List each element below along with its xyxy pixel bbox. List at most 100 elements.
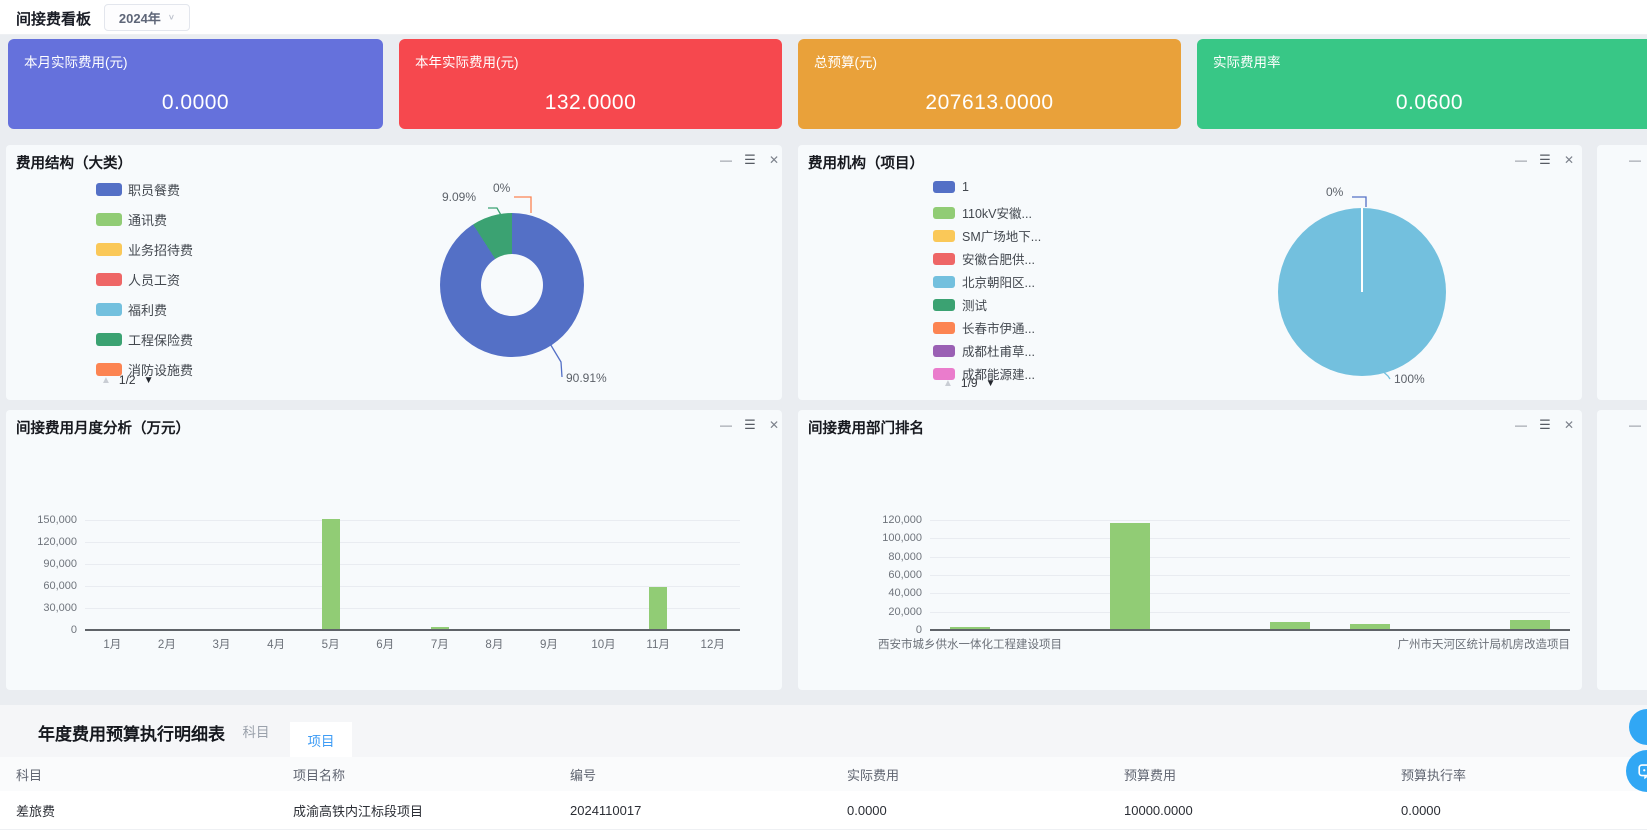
y-axis-tick: 0 [915, 624, 922, 636]
table-header-row: 科目 项目名称 编号 实际费用 预算费用 预算执行率 [0, 757, 1647, 792]
bar[interactable] [1110, 522, 1150, 629]
legend-swatch [96, 303, 122, 316]
pager-down-icon[interactable]: ▼ [143, 374, 154, 386]
legend-swatch [96, 243, 122, 256]
legend-item[interactable]: 长春市伊通... [933, 318, 1035, 337]
pie-label: 90.91% [566, 371, 607, 385]
menu-icon[interactable]: ☰ [1539, 417, 1551, 432]
y-axis-tick: 30,000 [43, 602, 77, 614]
legend-swatch [96, 333, 122, 346]
legend-label: 工程保险费 [128, 333, 194, 348]
panel-cost-structure: 费用结构（大类） — ☰ ✕ ▲ 1/2 ▼ 9.09% 0% 90.91% 职… [6, 145, 782, 400]
kpi-value: 0.0600 [1395, 91, 1464, 114]
legend-label: 福利费 [128, 303, 168, 318]
minimize-icon[interactable]: — [720, 153, 732, 167]
x-axis-label: 4月 [267, 639, 285, 651]
legend-swatch [933, 367, 955, 380]
legend-swatch [933, 321, 955, 334]
kpi-value: 207613.0000 [925, 91, 1054, 114]
x-axis-label: 12月 [700, 639, 725, 651]
x-axis-label: 广州市天河区统计局机房改造项目 [1397, 639, 1571, 651]
legend-item[interactable]: SM广场地下... [933, 226, 1041, 245]
minimize-icon[interactable]: — [1515, 153, 1527, 167]
kpi-label: 本年实际费用(元) [415, 55, 519, 70]
panel-title: 费用机构（项目） [808, 156, 924, 172]
panel-cost-org: 费用机构（项目） — ☰ ✕ ▲ 1/9 ▼ 0% 100% 1 110kV安徽.… [798, 145, 1582, 400]
kpi-value: 0.0000 [161, 91, 230, 114]
legend-item[interactable]: 职员餐费 [96, 180, 180, 199]
section-title: 年度费用预算执行明细表 [38, 725, 225, 744]
pager-up-icon[interactable]: ▲ [101, 374, 111, 386]
pie-label: 0% [1326, 185, 1344, 199]
legend-item[interactable]: 成都能源建... [933, 364, 1035, 383]
gridline [85, 586, 740, 587]
col-number: 编号 [570, 767, 597, 783]
cell-project-name: 成渝高铁内江标段项目 [293, 803, 424, 819]
pie-label: 100% [1394, 372, 1425, 386]
legend-item[interactable]: 人员工资 [96, 270, 180, 289]
legend-item[interactable]: 通讯费 [96, 210, 167, 229]
legend-item[interactable]: 工程保险费 [96, 330, 193, 349]
x-axis-label: 西安市城乡供水一体化工程建设项目 [878, 639, 1062, 651]
y-axis-tick: 90,000 [43, 558, 77, 570]
fab-chat-button[interactable] [1626, 750, 1647, 792]
gridline [930, 593, 1570, 595]
bar[interactable] [430, 627, 449, 629]
minimize-icon[interactable]: — [1515, 418, 1527, 432]
col-budget-rate: 预算执行率 [1401, 767, 1467, 783]
x-axis-label: 6月 [376, 639, 395, 651]
menu-icon[interactable]: ☰ [1539, 152, 1551, 167]
y-axis-tick: 60,000 [43, 580, 77, 592]
legend-label: 业务招待费 [128, 243, 194, 258]
legend-item[interactable]: 测试 [933, 295, 987, 314]
tab-project[interactable]: 项目 [290, 722, 352, 758]
legend-label: 安徽合肥供... [962, 253, 1035, 267]
x-axis-line [85, 629, 740, 631]
menu-icon[interactable]: ☰ [744, 152, 756, 167]
bar[interactable] [321, 519, 340, 629]
legend-item[interactable]: 1 [933, 180, 969, 194]
close-icon[interactable]: ✕ [768, 153, 780, 167]
bar[interactable] [950, 627, 990, 629]
legend-item[interactable]: 消防设施费 [96, 360, 193, 379]
pager-up-icon[interactable]: ▲ [943, 377, 953, 389]
fab-top-button[interactable] [1629, 709, 1647, 745]
donut-hole [481, 254, 543, 316]
legend-swatch [933, 275, 955, 288]
legend-item[interactable]: 安徽合肥供... [933, 249, 1035, 268]
legend-label: 通讯费 [128, 213, 168, 228]
pager-down-icon[interactable]: ▼ [985, 377, 996, 389]
chat-robot-icon [1638, 764, 1647, 780]
kpi-card-year-actual: 本年实际费用(元) 132.0000 [399, 39, 782, 129]
minimize-icon[interactable]: — [720, 418, 732, 432]
cell-actual-cost: 0.0000 [847, 802, 887, 818]
menu-icon[interactable]: ☰ [744, 417, 756, 432]
bar[interactable] [1510, 620, 1550, 629]
bar[interactable] [1350, 623, 1390, 629]
year-select[interactable]: 2024年 ∨ [104, 4, 190, 31]
legend-item[interactable]: 110kV安徽... [933, 203, 1032, 222]
legend-label: 消防设施费 [128, 363, 194, 378]
minimize-icon[interactable]: — [1629, 418, 1641, 432]
close-icon[interactable]: ✕ [768, 418, 780, 432]
minimize-icon[interactable]: — [1629, 153, 1641, 167]
y-axis-tick: 100,000 [882, 532, 922, 545]
bar[interactable] [649, 586, 668, 629]
legend-item[interactable]: 北京朝阳区... [933, 272, 1035, 291]
tab-strip [0, 705, 1647, 758]
panel-cutoff-row2: — ☰ [1597, 410, 1647, 690]
legend-item[interactable]: 成都杜甫草... [933, 341, 1035, 360]
tab-subject[interactable]: 科目 [242, 725, 270, 740]
close-icon[interactable]: ✕ [1563, 418, 1575, 432]
bar[interactable] [1270, 622, 1310, 629]
x-axis-label: 7月 [430, 639, 449, 651]
close-icon[interactable]: ✕ [1563, 153, 1575, 167]
cell-number: 2024110017 [570, 802, 642, 818]
legend-swatch [96, 213, 122, 226]
legend-pager: ▲ 1/9 ▼ [943, 376, 996, 390]
gridline [930, 538, 1570, 540]
col-subject: 科目 [16, 767, 43, 783]
panel-title: 费用结构（大类） [16, 156, 132, 172]
legend-item[interactable]: 业务招待费 [96, 240, 193, 259]
legend-item[interactable]: 福利费 [96, 300, 167, 319]
